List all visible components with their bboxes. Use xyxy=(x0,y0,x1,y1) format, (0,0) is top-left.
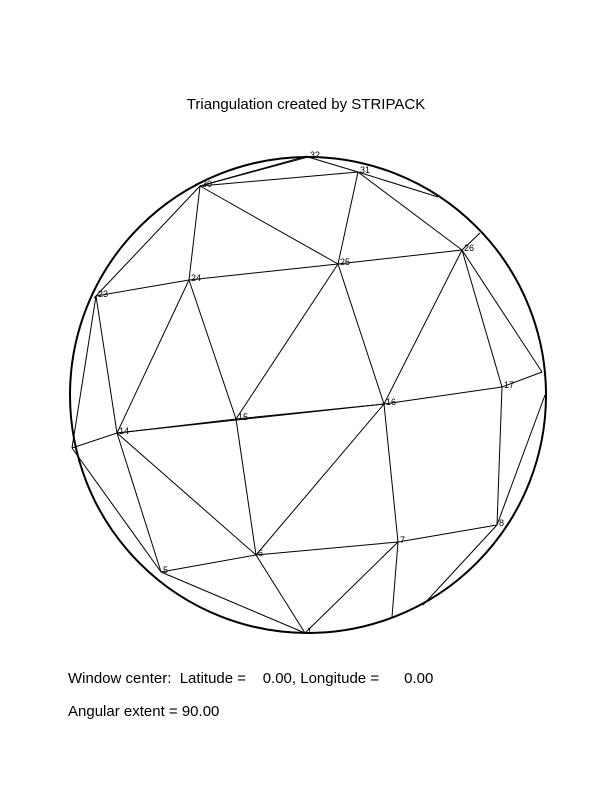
triangulation-edge xyxy=(461,249,543,373)
node-label-26: 26 xyxy=(464,243,474,253)
node-label-7: 7 xyxy=(400,535,405,545)
triangulation-edge xyxy=(188,263,339,281)
triangulation-edge xyxy=(116,432,257,556)
triangulation-edge xyxy=(95,185,201,297)
triangulation-edges xyxy=(71,155,546,634)
longitude-value: 0.00 xyxy=(404,670,434,687)
triangulation-edge xyxy=(199,171,359,187)
triangulation-edge xyxy=(71,432,118,449)
node-label-30: 30 xyxy=(202,179,212,189)
triangulation-edge xyxy=(304,541,399,634)
triangulation-edge xyxy=(383,386,503,405)
node-label-31: 31 xyxy=(360,165,370,175)
node-label-23: 23 xyxy=(98,289,108,299)
longitude-label: Longitude = xyxy=(300,670,380,687)
triangulation-edge xyxy=(199,185,339,265)
window-center-prefix: Window center: xyxy=(68,670,172,687)
triangulation-edge xyxy=(496,386,503,526)
triangulation-edge xyxy=(496,394,546,526)
triangulation-edge xyxy=(71,447,162,573)
triangulation-edge xyxy=(422,524,498,606)
triangulation-edge xyxy=(235,263,339,420)
angular-extent-label: Angular extent = xyxy=(68,703,178,720)
node-label-24: 24 xyxy=(191,273,201,283)
triangulation-edge xyxy=(93,295,97,299)
triangulation-edge xyxy=(461,249,503,388)
triangulation-edge xyxy=(95,279,190,297)
triangulation-edge xyxy=(160,571,306,634)
sphere-boundary-circle xyxy=(69,156,547,634)
node-label-32: 32 xyxy=(310,150,320,160)
node-label-25: 25 xyxy=(340,257,350,267)
triangulation-edge xyxy=(255,403,385,556)
triangulation-edge xyxy=(95,295,118,434)
triangulation-edge xyxy=(383,403,399,543)
node-label-17: 17 xyxy=(504,380,514,390)
node-label-16: 16 xyxy=(386,397,396,407)
triangulation-edge xyxy=(337,249,463,265)
latitude-value: 0.00 xyxy=(262,670,292,687)
triangulation-edge xyxy=(116,279,190,434)
triangulation-edge xyxy=(307,156,359,173)
triangulation-edge xyxy=(160,554,257,573)
triangulation-edge xyxy=(255,541,399,556)
triangulation-edge xyxy=(71,295,97,449)
triangulation-edge xyxy=(383,249,463,405)
triangulation-edge xyxy=(461,232,481,251)
node-label-5: 5 xyxy=(163,565,168,575)
triangulation-edge xyxy=(357,171,463,251)
triangulation-edge xyxy=(501,371,543,388)
latitude-label: Latitude = xyxy=(179,670,247,687)
triangulation-edge xyxy=(235,418,257,556)
triangulation-edge xyxy=(357,171,439,198)
node-label-6: 6 xyxy=(258,548,263,558)
angular-extent-value: 90.00 xyxy=(181,703,220,720)
triangulation-edge xyxy=(188,185,201,281)
triangulation-edge xyxy=(337,263,385,405)
node-label-1: 1 xyxy=(307,626,312,636)
triangulation-edge xyxy=(116,432,162,573)
triangulation-edge xyxy=(188,279,237,420)
triangulation-edge xyxy=(255,554,306,634)
angular-extent-line: Angular extent = 90.00 xyxy=(68,703,219,720)
window-center-line: Window center: Latitude = 0.00, Longitud… xyxy=(68,670,434,687)
node-label-14: 14 xyxy=(119,426,129,436)
node-label-15: 15 xyxy=(238,412,248,422)
node-label-8: 8 xyxy=(499,518,504,528)
triangulation-edge xyxy=(391,541,399,618)
triangulation-edge xyxy=(199,155,308,187)
triangulation-edge xyxy=(235,403,385,420)
triangulation-edge xyxy=(337,171,359,265)
plot-title: Triangulation created by STRIPACK xyxy=(187,96,425,113)
triangulation-edge xyxy=(397,524,498,543)
